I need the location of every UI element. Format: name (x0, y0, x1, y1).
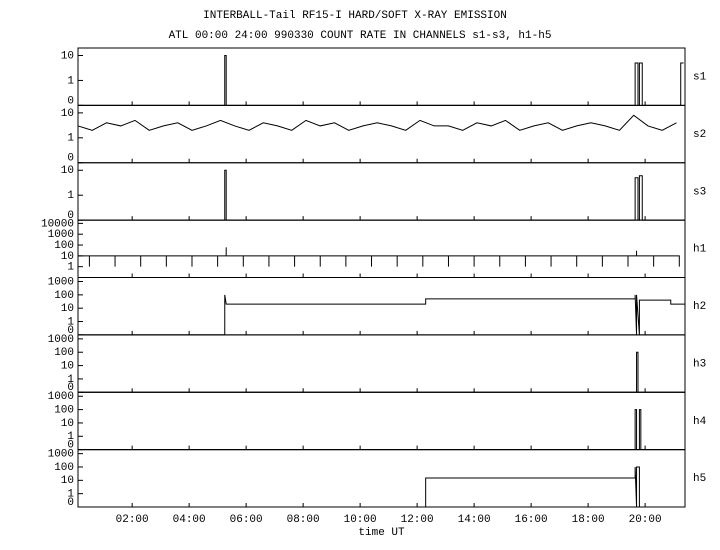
y-tick-label: 1000 (48, 391, 74, 403)
chart-title: INTERBALL-Tail RF15-I HARD/SOFT X-RAY EM… (203, 10, 507, 22)
panel-label: h1 (693, 244, 707, 256)
panel-frame (77, 277, 686, 336)
panel-label: s2 (693, 129, 706, 141)
y-tick-label: 100 (54, 290, 74, 302)
x-tick-label: 08:00 (287, 514, 320, 526)
data-line (78, 466, 685, 508)
y-tick-label: 1 (67, 489, 74, 501)
x-tick-label: 20:00 (629, 514, 662, 526)
y-tick-label: 1000 (48, 449, 74, 461)
y-tick-label: 10 (61, 360, 74, 372)
data-line (78, 351, 685, 393)
x-tick-label: 14:00 (458, 514, 491, 526)
y-tick-label: 10 (61, 475, 74, 487)
y-tick-label: 100 (54, 347, 74, 359)
data-line (78, 55, 684, 106)
data-line (78, 169, 685, 221)
panel-frame (77, 104, 686, 164)
x-tick-label: 16:00 (515, 514, 548, 526)
y-tick-label: 10 (61, 165, 74, 177)
x-tick-label: 06:00 (230, 514, 263, 526)
y-tick-label: 0 (67, 210, 74, 222)
panel-frame (77, 47, 686, 106)
data-line (78, 409, 685, 451)
y-tick-label: 10 (61, 303, 74, 315)
y-tick-label: 10 (61, 418, 74, 430)
y-tick-label: 1 (67, 262, 74, 274)
x-tick-label: 10:00 (344, 514, 377, 526)
panel-frame (77, 219, 686, 278)
panel-label: s3 (693, 186, 706, 198)
panel-label: h4 (693, 416, 707, 428)
y-tick-label: 0 (67, 95, 74, 107)
panel-frame (77, 391, 686, 451)
y-tick-label: 10 (61, 50, 74, 62)
y-tick-label: 1000 (48, 276, 74, 288)
y-tick-label: 1000 (48, 334, 74, 346)
y-tick-label: 0 (67, 153, 74, 165)
y-tick-label: 1 (67, 75, 74, 87)
panel-label: h2 (693, 301, 706, 313)
y-tick-label: 0 (67, 382, 74, 394)
chart-subtitle: ATL 00:00 24:00 990330 COUNT RATE IN CHA… (169, 30, 552, 42)
panel-frame (77, 162, 686, 221)
x-axis-label: time UT (358, 527, 405, 539)
y-tick-label: 1 (67, 374, 74, 386)
panel-frame (77, 334, 686, 393)
data-line (78, 294, 685, 336)
x-tick-label: 18:00 (572, 514, 605, 526)
y-tick-label: 1 (67, 190, 74, 202)
y-tick-label: 0 (67, 440, 74, 452)
y-tick-label: 100 (54, 405, 74, 417)
y-tick-label: 1 (67, 431, 74, 443)
data-line (77, 114, 677, 131)
y-tick-label: 10 (61, 108, 74, 120)
y-tick-label: 100 (54, 240, 74, 252)
y-tick-label: 100 (54, 462, 74, 474)
x-tick-label: 04:00 (173, 514, 206, 526)
y-tick-label: 10 (61, 251, 74, 263)
x-tick-label: 12:00 (401, 514, 434, 526)
y-tick-label: 1 (67, 316, 74, 328)
y-tick-label: 0 (67, 325, 74, 337)
y-tick-label: 10000 (41, 218, 74, 230)
y-tick-label: 0 (67, 497, 74, 509)
panel-label: h5 (693, 473, 706, 485)
panel-label: h3 (693, 358, 706, 370)
panel-label: s1 (693, 72, 707, 84)
y-tick-label: 1000 (48, 229, 74, 241)
data-line (78, 247, 680, 267)
y-tick-label: 1 (67, 133, 74, 145)
x-tick-label: 02:00 (116, 514, 149, 526)
